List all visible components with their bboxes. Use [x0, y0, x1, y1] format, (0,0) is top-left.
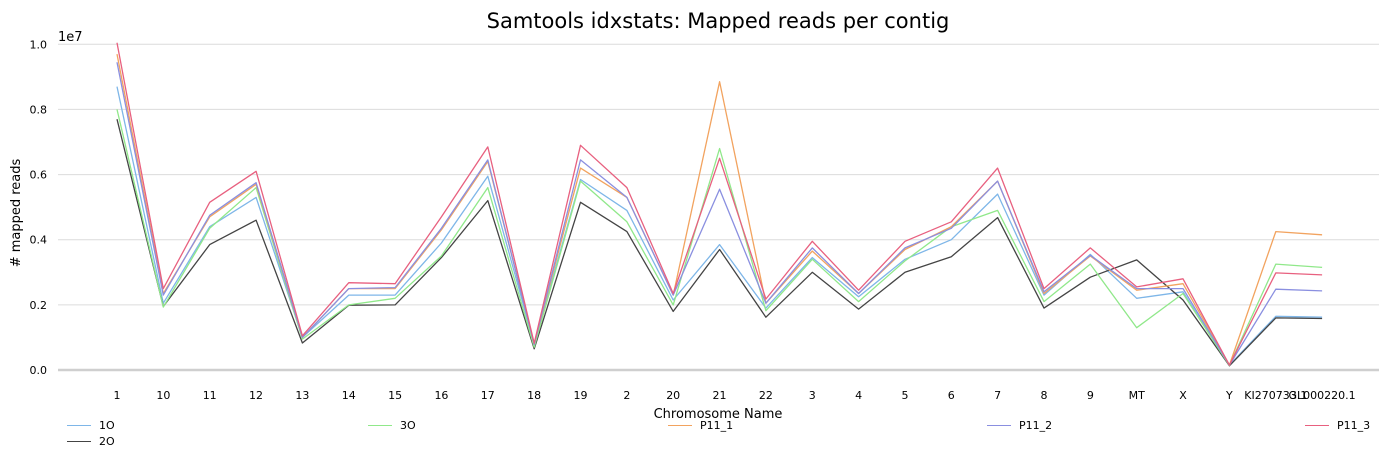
x-tick-label: 21: [713, 389, 727, 402]
x-tick-label: 20: [666, 389, 680, 402]
x-tick-label: 17: [481, 389, 495, 402]
x-tick-label: GL000220.1: [1289, 389, 1356, 402]
grid-lines: [58, 43, 1379, 306]
series-line-3o: [116, 109, 1323, 367]
x-tick-label: 7: [994, 389, 1001, 402]
x-tick-label: 5: [901, 389, 908, 402]
series-lines: [116, 42, 1323, 367]
x-tick-label: 14: [342, 389, 356, 402]
x-tick-label: 11: [203, 389, 217, 402]
x-tick-label: 12: [249, 389, 263, 402]
y-tick-label: 1.0: [30, 38, 48, 51]
y-scale-label: 1e7: [58, 30, 83, 45]
x-tick-labels: 1 10 11 12 13 14 15 16 17 18 19 2 20 21 22 3 4 5 6 7 8 9 MT X Y K…: [114, 389, 1356, 402]
x-tick-label: KI270733.1: [1244, 389, 1307, 402]
x-tick-label: X: [1179, 389, 1187, 402]
y-tick-label: 0.4: [30, 234, 48, 247]
series-line-p11_3: [116, 42, 1323, 366]
x-tick-label: 8: [1041, 389, 1048, 402]
y-tick-label: 0.8: [30, 103, 48, 116]
x-tick-label: MT: [1129, 389, 1145, 402]
x-axis-label: Chromosome Name: [654, 407, 783, 422]
x-tick-label: 22: [759, 389, 773, 402]
x-tick-label: 3: [809, 389, 816, 402]
x-tick-label: 4: [855, 389, 862, 402]
x-tick-label: 13: [295, 389, 309, 402]
y-tick-label: 0.6: [30, 169, 48, 182]
x-tick-label: 18: [527, 389, 541, 402]
series-line-1o: [116, 86, 1323, 366]
x-tick-label: Y: [1225, 389, 1233, 402]
x-tick-label: 19: [574, 389, 588, 402]
series-line-2o: [116, 119, 1323, 367]
x-tick-label: 16: [434, 389, 448, 402]
y-tick-labels: 0.0 0.2 0.4 0.6 0.8 1.0: [30, 38, 48, 377]
x-tick-label: 10: [156, 389, 170, 402]
x-tick-label: 15: [388, 389, 402, 402]
x-tick-label: 9: [1087, 389, 1094, 402]
x-tick-label: 2: [623, 389, 630, 402]
y-tick-label: 0.0: [30, 364, 48, 377]
series-line-p11_2: [116, 62, 1323, 366]
x-tick-label: 1: [114, 389, 121, 402]
y-axis-label: # mapped reads: [9, 158, 24, 267]
y-tick-label: 0.2: [30, 299, 48, 312]
chart-title: Samtools idxstats: Mapped reads per cont…: [487, 9, 950, 33]
x-tick-label: 6: [948, 389, 955, 402]
